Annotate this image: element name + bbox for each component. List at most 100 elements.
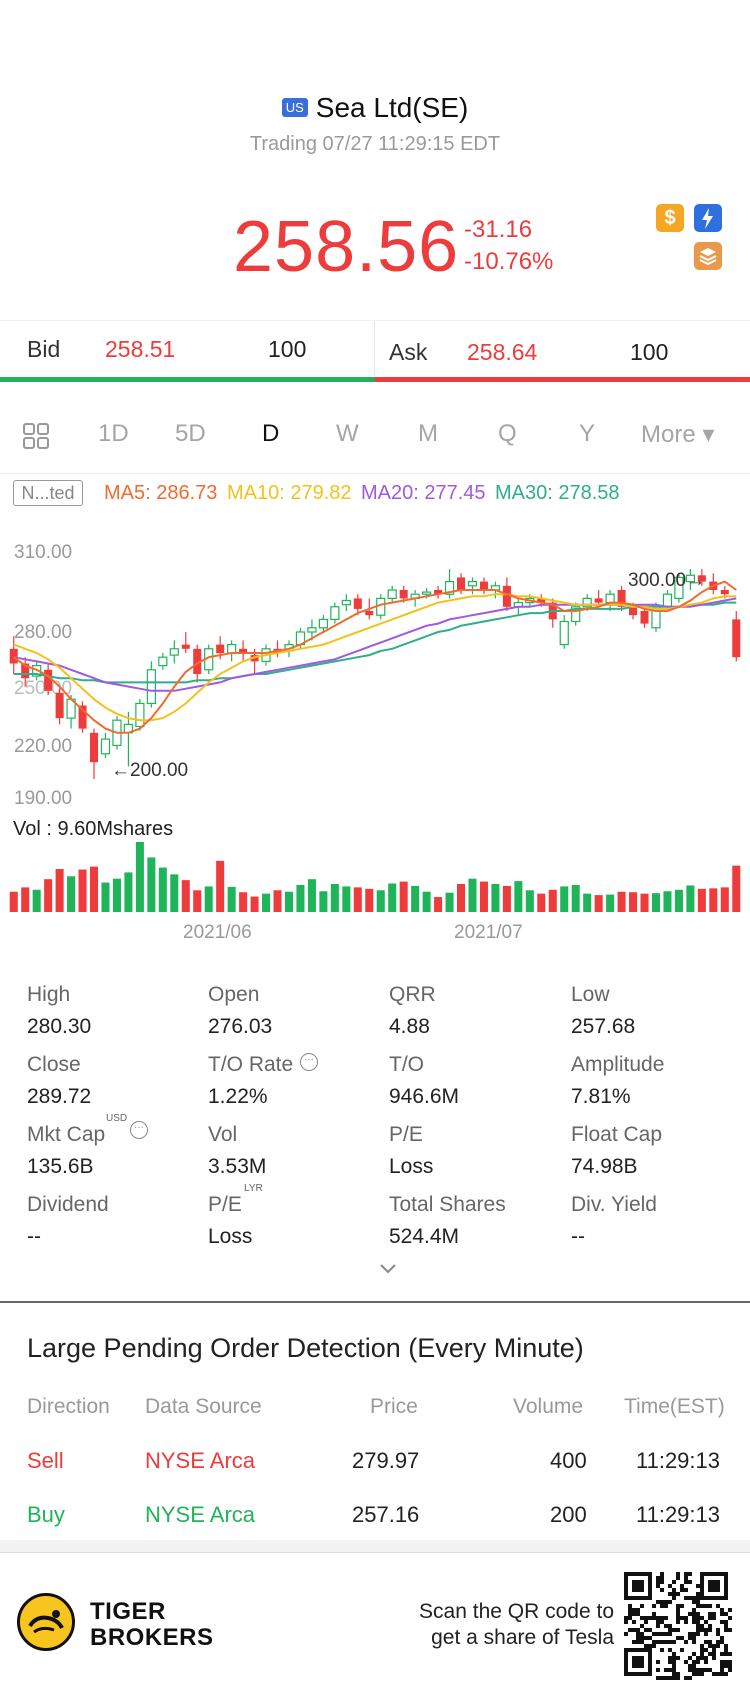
volume-bar [273,890,282,912]
volume-bar [422,891,431,912]
tab-more[interactable]: More ▾ [641,421,715,448]
candle [78,705,87,729]
volume-bar [307,879,316,912]
volume-bar [170,874,179,912]
stat-label: Float Cap [571,1123,663,1146]
ma10-label: MA10: 279.82 [227,482,352,504]
stat-label: Div. Yield [571,1193,657,1216]
candle [318,618,329,629]
candle [640,611,649,624]
stat-label: P/E [208,1193,242,1216]
stat-value: 946.6M [389,1085,460,1108]
volume-bar [388,883,397,912]
mkt-cap-info-icon[interactable]: ··· [130,1121,148,1139]
dollar-icon[interactable]: $ [656,204,684,232]
candle [44,669,53,691]
candle [330,606,340,621]
volume-bar [239,892,248,912]
volume-chart[interactable] [0,838,750,913]
scan-text-line-1: Scan the QR code to [419,1600,614,1623]
ma30-line [13,601,737,684]
price-change: -31.16 [464,216,533,243]
candle [444,580,455,595]
chevron-down-icon[interactable] [379,1262,397,1280]
stat-value: 289.72 [27,1085,92,1108]
volume-bar [365,888,374,912]
row-volume: 200 [550,1502,587,1527]
stat-label: Vol [208,1123,238,1146]
candle [55,692,64,719]
tab-d[interactable]: D [262,420,280,447]
candle [662,593,673,608]
y-tick-190: 190.00 [14,788,73,809]
bid-size: 100 [268,336,307,362]
volume-bar [525,890,534,912]
volume-bar [514,881,523,912]
volume-bar [697,888,706,912]
candle [169,648,179,656]
flash-icon[interactable] [694,204,722,232]
grid-icon[interactable] [22,422,50,455]
layers-icon[interactable] [694,242,722,270]
stat-label: Close [27,1053,81,1076]
row-volume: 400 [550,1448,587,1473]
tab-5d[interactable]: 5D [175,420,206,447]
stat-label: T/O Rate [208,1053,294,1076]
volume-bar [457,884,466,912]
adjust-type-button[interactable]: N...ted [13,480,83,506]
trading-status: Trading 07/27 11:29:15 EDT [249,133,501,155]
brand-line-1: TIGER [90,1598,166,1625]
candle [467,580,478,587]
period-tabs: 1D 5D D W M Q Y More ▾ [0,420,750,470]
ma5-label: MA5: 286.73 [104,482,218,504]
stat-label: Mkt Cap [27,1123,106,1146]
volume-bar [376,890,385,912]
price-change-pct: -10.76% [464,248,554,275]
stock-name: Sea Ltd(SE) [315,92,469,123]
volume-bar [32,889,41,912]
volume-bar [204,886,213,912]
tab-m[interactable]: M [418,420,438,447]
volume-bar [342,886,351,912]
stat-value: 1.22% [208,1085,268,1108]
ma20-line [13,597,737,692]
volume-bar [44,879,53,912]
volume-bar [135,842,144,912]
volume-bar [90,866,99,912]
volume-bar [55,869,64,912]
stat-label: T/O [389,1053,424,1076]
candle [100,738,111,755]
tab-y[interactable]: Y [579,420,596,447]
candlestick-chart[interactable] [0,520,750,810]
stat-value: -- [27,1225,41,1248]
volume-bar [353,887,362,912]
candle [732,619,741,658]
bid-price: 258.51 [105,336,176,362]
volume-bar [330,884,339,912]
candle [559,620,569,646]
candle [387,589,397,599]
stat-value: 7.81% [571,1085,631,1108]
stat-value: Loss [389,1155,434,1178]
y-tick-310: 310.00 [14,542,73,563]
volume-bar [181,880,190,912]
candle [376,597,386,616]
mkt-cap-currency: USD [106,1113,128,1124]
stock-title: US Sea Ltd(SE) [0,92,750,124]
stat-value: 257.68 [571,1015,636,1038]
to-rate-info-icon[interactable]: ··· [300,1053,318,1071]
volume-bar [296,884,305,912]
ask-bar [375,377,750,382]
candle [365,611,374,616]
tab-1d[interactable]: 1D [98,420,129,447]
volume-bar [78,869,87,912]
stat-label: Total Shares [389,1193,506,1216]
volume-bar [594,895,603,912]
bid-ask-divider [374,322,375,378]
volume-bar [686,885,695,912]
tab-q[interactable]: Q [498,420,517,447]
candle [697,575,706,582]
stat-value: Loss [208,1225,253,1248]
candle [457,577,466,590]
tab-w[interactable]: W [336,420,359,447]
